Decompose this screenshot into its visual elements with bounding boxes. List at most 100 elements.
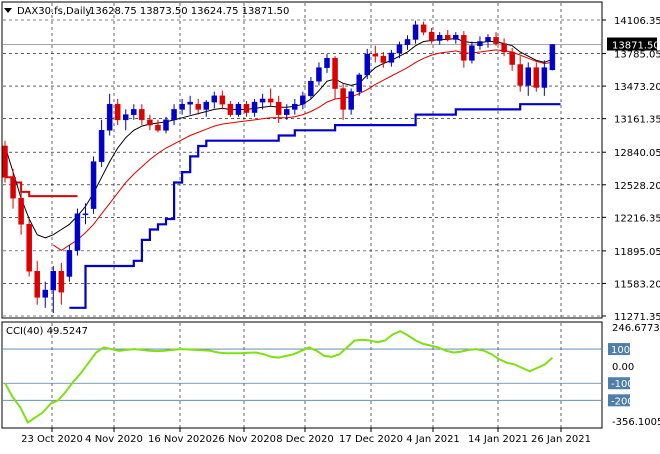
candle <box>340 83 346 120</box>
candle-body <box>380 55 387 63</box>
candle-body <box>187 101 193 105</box>
candle-body <box>308 80 314 97</box>
candle-body <box>493 37 499 44</box>
candle <box>525 62 531 96</box>
symbol-label: DAX30.fs,Daily <box>17 6 91 17</box>
candle <box>509 47 515 71</box>
cci-label: CCI(40) 49.5247 <box>6 326 88 337</box>
candle-body <box>2 145 8 178</box>
candle <box>42 281 48 308</box>
collapse-triangle-icon[interactable] <box>4 8 12 13</box>
candle-body <box>412 24 419 40</box>
candle-body <box>259 98 266 103</box>
candle <box>195 98 201 115</box>
candle <box>58 262 65 305</box>
candle-body <box>324 58 330 68</box>
candle <box>284 104 290 120</box>
candle-body <box>275 101 282 115</box>
candle-body <box>139 109 145 121</box>
price-tick-label: 12840.05 <box>614 148 660 159</box>
header: DAX30.fs,Daily 13628.75 13873.50 13624.7… <box>4 6 289 17</box>
candle-body <box>356 74 362 92</box>
candle <box>10 168 16 209</box>
candle <box>461 31 467 68</box>
candle <box>131 104 137 120</box>
x-tick-label: 26 Jan 2021 <box>531 434 591 445</box>
candle <box>147 114 153 131</box>
candle <box>541 60 548 96</box>
candle-body <box>501 43 507 53</box>
candle <box>82 203 89 225</box>
candle <box>428 27 435 44</box>
candle-body <box>436 35 443 41</box>
price-tick-label: 11895.05 <box>614 247 660 258</box>
candle-body <box>364 53 370 76</box>
cci-level-box <box>608 377 630 390</box>
candle <box>179 98 185 115</box>
candle-body <box>525 67 531 86</box>
candle-body <box>66 250 73 277</box>
candle <box>187 95 193 115</box>
price-tick-label: 12216.35 <box>614 213 660 224</box>
x-tick-label: 4 Nov 2020 <box>85 434 143 445</box>
candle-body <box>243 103 250 113</box>
candle-body <box>453 35 459 40</box>
cci-tick-label: 246.6773 <box>612 323 660 334</box>
x-tick-label: 23 Oct 2020 <box>21 434 83 445</box>
candle <box>123 109 129 131</box>
candle <box>420 21 427 36</box>
candle <box>549 44 556 71</box>
candle <box>372 45 379 63</box>
candle <box>163 116 169 134</box>
candle-body <box>179 103 185 110</box>
candle-body <box>316 67 322 82</box>
candle-body <box>477 41 483 46</box>
candle <box>356 72 362 96</box>
candle-body <box>372 53 379 57</box>
cci-tick-label: -356.1005 <box>612 417 660 428</box>
cci-axis: 246.6773 100 0.00 -100 -200 -356.1005 <box>608 323 660 428</box>
candle <box>243 101 250 117</box>
candle-body <box>227 103 234 115</box>
x-tick-label: 17 Dec 2020 <box>339 434 403 445</box>
last-price-box <box>607 37 657 51</box>
ohlc-label: 13628.75 13873.50 13624.75 13871.50 <box>89 6 289 17</box>
candle <box>203 100 209 117</box>
candle-body <box>292 103 298 110</box>
last-price-label: 13871.50 <box>612 41 660 52</box>
candle <box>275 95 282 123</box>
candle-body <box>404 39 411 45</box>
candle-body <box>541 67 548 88</box>
candle <box>445 30 451 42</box>
candle <box>227 101 234 117</box>
candle <box>251 98 258 117</box>
cci-panel-frame <box>1 321 603 429</box>
candle <box>517 56 523 92</box>
candle <box>50 266 57 314</box>
candle-body <box>284 109 290 115</box>
candle <box>300 91 306 110</box>
candle-body <box>517 64 523 86</box>
cci-tick-label: 100 <box>611 345 630 356</box>
candle-body <box>267 98 274 103</box>
candle <box>469 41 475 64</box>
candle <box>493 32 499 46</box>
candle <box>308 77 314 99</box>
candle-body <box>203 101 209 110</box>
candle <box>501 38 507 57</box>
candle <box>155 119 161 133</box>
candle <box>477 36 483 50</box>
candle <box>485 34 491 48</box>
candle-body <box>469 45 475 61</box>
candle-body <box>509 51 515 65</box>
candle-body <box>147 119 153 126</box>
candle-body <box>114 103 121 121</box>
candle <box>171 104 177 126</box>
candle-body <box>251 101 258 113</box>
candle-body <box>123 114 129 121</box>
candle <box>74 208 81 256</box>
candle-body <box>34 270 40 298</box>
candle-body <box>26 224 32 272</box>
